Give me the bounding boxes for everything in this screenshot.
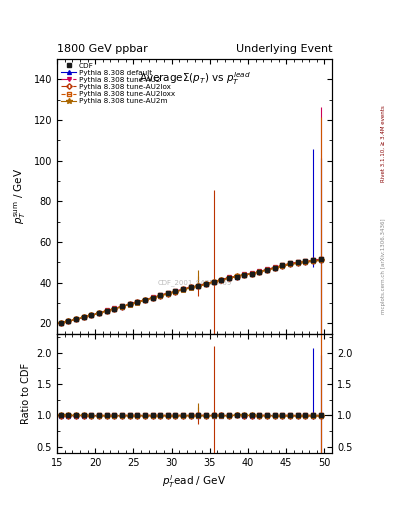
Text: CDF_2001_S4751469: CDF_2001_S4751469 <box>157 279 232 286</box>
Legend: CDF, Pythia 8.308 default, Pythia 8.308 tune-AU2, Pythia 8.308 tune-AU2lox, Pyth: CDF, Pythia 8.308 default, Pythia 8.308 … <box>59 61 176 105</box>
Text: Rivet 3.1.10, ≥ 3.4M events: Rivet 3.1.10, ≥ 3.4M events <box>381 105 386 182</box>
Text: 1800 GeV ppbar: 1800 GeV ppbar <box>57 44 148 54</box>
Text: Average$\Sigma(p_T)$ vs $p_T^{lead}$: Average$\Sigma(p_T)$ vs $p_T^{lead}$ <box>139 70 250 87</box>
X-axis label: $p_T^l$ead / GeV: $p_T^l$ead / GeV <box>162 474 227 490</box>
Text: mcplots.cern.ch [arXiv:1306.3436]: mcplots.cern.ch [arXiv:1306.3436] <box>381 219 386 314</box>
Y-axis label: $p_T^{\rm sum}$ / GeV: $p_T^{\rm sum}$ / GeV <box>13 168 28 224</box>
Text: Underlying Event: Underlying Event <box>235 44 332 54</box>
Y-axis label: Ratio to CDF: Ratio to CDF <box>21 363 31 424</box>
